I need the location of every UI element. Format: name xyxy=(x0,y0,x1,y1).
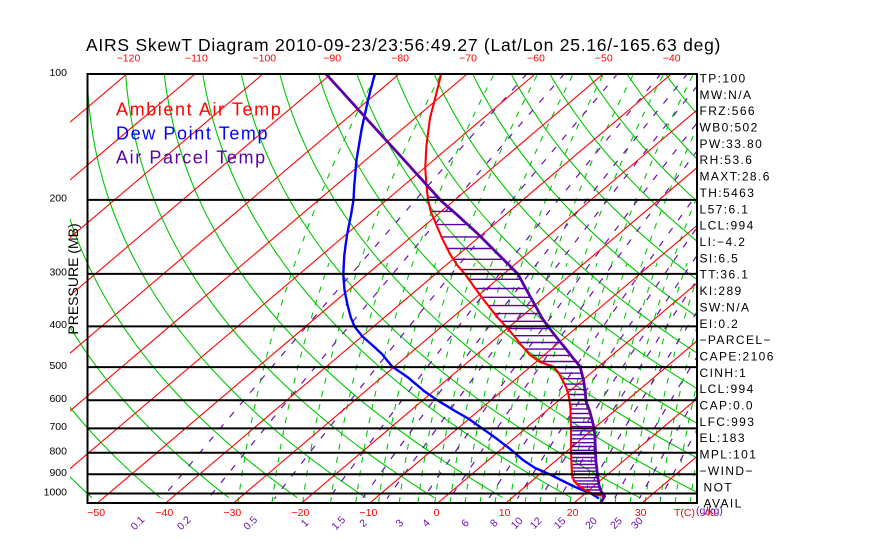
svg-text:TT:36.1: TT:36.1 xyxy=(700,268,750,282)
svg-text:Air Parcel Temp: Air Parcel Temp xyxy=(116,148,267,168)
svg-text:CAP:0.0: CAP:0.0 xyxy=(700,399,755,413)
svg-text:LI:−4.2: LI:−4.2 xyxy=(700,235,747,249)
svg-text:40: 40 xyxy=(704,507,716,519)
svg-text:300: 300 xyxy=(49,267,67,279)
svg-text:Ambient Air Temp: Ambient Air Temp xyxy=(116,100,282,120)
svg-text:RH:53.6: RH:53.6 xyxy=(700,153,754,167)
svg-text:PRESSURE (MB): PRESSURE (MB) xyxy=(65,223,81,334)
svg-text:MPL:101: MPL:101 xyxy=(700,448,758,462)
svg-text:−70: −70 xyxy=(459,53,477,65)
svg-text:−WIND−: −WIND− xyxy=(700,464,754,478)
svg-text:CAPE:2106: CAPE:2106 xyxy=(700,350,775,364)
svg-text:LCL:994: LCL:994 xyxy=(700,382,755,396)
svg-text:−110: −110 xyxy=(185,53,208,65)
svg-text:(g/kg): (g/kg) xyxy=(696,505,723,517)
svg-text:500: 500 xyxy=(49,360,67,372)
svg-text:1000: 1000 xyxy=(44,486,68,498)
svg-text:0: 0 xyxy=(434,507,440,519)
svg-text:−90: −90 xyxy=(323,53,341,65)
svg-text:−40: −40 xyxy=(155,507,173,519)
svg-text:400: 400 xyxy=(49,319,67,331)
svg-text:PW:33.80: PW:33.80 xyxy=(700,137,764,151)
svg-text:MW:N/A: MW:N/A xyxy=(700,88,753,102)
svg-text:−40: −40 xyxy=(663,53,681,65)
svg-text:LCL:994: LCL:994 xyxy=(700,219,755,233)
svg-text:KI:289: KI:289 xyxy=(700,284,743,298)
svg-text:30: 30 xyxy=(635,507,647,519)
svg-text:SI:6.5: SI:6.5 xyxy=(700,251,740,265)
svg-text:L57:6.1: L57:6.1 xyxy=(700,202,750,216)
svg-text:NOT: NOT xyxy=(704,480,734,494)
svg-text:20: 20 xyxy=(567,507,579,519)
svg-text:AVAIL: AVAIL xyxy=(704,497,743,511)
svg-text:−10: −10 xyxy=(359,507,377,519)
svg-text:10: 10 xyxy=(499,507,511,519)
svg-text:EL:183: EL:183 xyxy=(700,431,746,445)
svg-text:SW:N/A: SW:N/A xyxy=(700,300,751,314)
svg-text:100: 100 xyxy=(49,67,67,79)
svg-text:−60: −60 xyxy=(527,53,545,65)
svg-text:Dew Point Temp: Dew Point Temp xyxy=(116,124,269,144)
svg-text:−80: −80 xyxy=(391,53,409,65)
svg-text:WB0:502: WB0:502 xyxy=(700,121,759,135)
svg-text:−50: −50 xyxy=(595,53,613,65)
svg-text:CINH:1: CINH:1 xyxy=(700,366,748,380)
svg-text:700: 700 xyxy=(49,421,67,433)
svg-text:600: 600 xyxy=(49,393,67,405)
svg-text:−120: −120 xyxy=(117,53,141,65)
svg-text:EI:0.2: EI:0.2 xyxy=(700,317,740,331)
svg-text:TH:5463: TH:5463 xyxy=(700,186,756,200)
svg-text:−PARCEL−: −PARCEL− xyxy=(700,333,772,347)
svg-text:TP:100: TP:100 xyxy=(700,72,747,86)
svg-text:AIRS SkewT Diagram 2010-09-23/: AIRS SkewT Diagram 2010-09-23/23:56:49.2… xyxy=(86,35,721,55)
svg-text:MAXT:28.6: MAXT:28.6 xyxy=(700,170,771,184)
svg-text:−50: −50 xyxy=(87,507,105,519)
svg-text:800: 800 xyxy=(49,446,67,458)
svg-text:LFC:993: LFC:993 xyxy=(700,415,756,429)
svg-text:−20: −20 xyxy=(291,507,309,519)
svg-text:−30: −30 xyxy=(223,507,241,519)
svg-text:T(C): T(C) xyxy=(674,507,695,519)
svg-text:200: 200 xyxy=(49,193,67,205)
svg-text:−100: −100 xyxy=(252,53,276,65)
svg-text:FRZ:566: FRZ:566 xyxy=(700,104,756,118)
svg-text:900: 900 xyxy=(49,467,67,479)
